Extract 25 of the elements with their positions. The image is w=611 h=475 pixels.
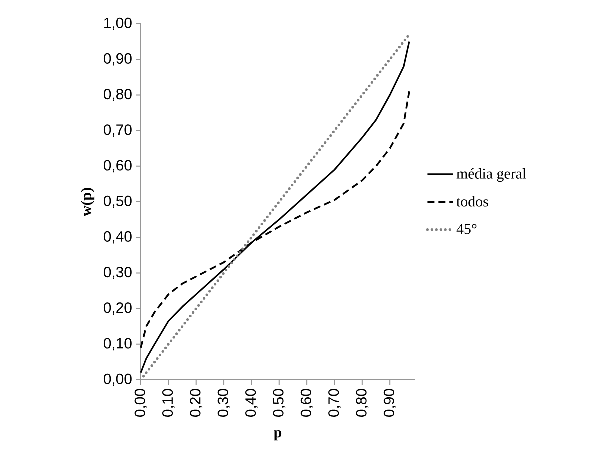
y-tick-label: 1,00 [104, 18, 132, 30]
y-tick-label: 0,00 [104, 374, 132, 386]
x-tick-label: 0,90 [384, 389, 396, 418]
y-tick-label: 0,60 [104, 160, 132, 173]
x-tick-label: 0,10 [162, 389, 175, 418]
x-tick-label: 0,30 [218, 389, 230, 418]
y-tick-label: 0,20 [104, 302, 132, 315]
x-tick-label: 0,50 [273, 389, 286, 418]
y-tick-label: 0,10 [104, 338, 132, 351]
x-tick-label: 0,60 [300, 389, 314, 418]
y-tick-label: 0,80 [104, 89, 132, 102]
legend-label: 45° [456, 224, 477, 234]
y-tick-label: 0,90 [104, 53, 132, 66]
legend-label: média geral [456, 168, 526, 182]
x-tick-label: 0,20 [190, 389, 203, 418]
y-tick-label: 0,50 [104, 196, 132, 208]
legend-label: todos [456, 196, 488, 207]
y-tick-label: 0,70 [104, 124, 132, 137]
y-tick-label: 0,40 [104, 231, 132, 244]
x-tick-label: 0,80 [356, 389, 369, 418]
y-tick-label: 0,30 [104, 267, 132, 280]
y-axis-title: w(p) [81, 188, 95, 216]
x-axis-title: p [274, 430, 282, 441]
x-tick-label: 0,70 [328, 389, 341, 418]
x-tick-label: 0,40 [246, 389, 258, 418]
